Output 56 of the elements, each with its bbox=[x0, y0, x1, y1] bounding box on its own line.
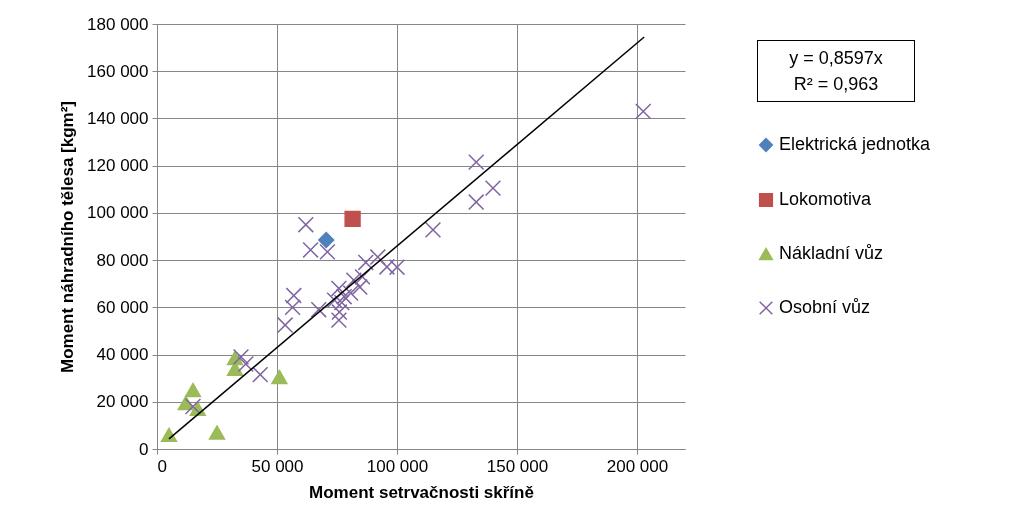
point bbox=[318, 231, 335, 249]
point bbox=[184, 398, 202, 415]
y-tick-label: 40 000 bbox=[96, 345, 149, 365]
legend-label: Lokomotiva bbox=[779, 189, 873, 209]
y-tick-label: 120 000 bbox=[87, 156, 149, 176]
legend-label: Osobní vůz bbox=[779, 297, 871, 317]
y-tick-label: 20 000 bbox=[96, 392, 149, 412]
x-tick-label: 200 000 bbox=[606, 456, 669, 476]
point bbox=[276, 316, 294, 334]
y-tick-label: 60 000 bbox=[96, 297, 149, 317]
point bbox=[208, 425, 226, 440]
point bbox=[237, 355, 254, 373]
point bbox=[484, 179, 502, 197]
point bbox=[354, 268, 371, 286]
point bbox=[388, 259, 406, 276]
legend-label: Nákladní vůz bbox=[779, 243, 884, 263]
text: R² = 0,963 bbox=[792, 73, 880, 96]
y-tick-label: 100 000 bbox=[87, 203, 149, 223]
point bbox=[344, 210, 361, 227]
point bbox=[331, 303, 348, 321]
point bbox=[310, 301, 327, 318]
point bbox=[378, 258, 396, 276]
point bbox=[326, 292, 343, 309]
point bbox=[635, 103, 652, 120]
y-tick-label: 180 000 bbox=[87, 14, 149, 34]
point bbox=[333, 294, 350, 311]
y-tick-label: 160 000 bbox=[87, 61, 149, 81]
y-axis-title: Moment náhradního tělesa [kgm²] bbox=[58, 100, 78, 374]
point bbox=[336, 288, 353, 305]
point bbox=[284, 299, 301, 316]
x-tick-label: 100 000 bbox=[366, 456, 429, 476]
text: y = 0,8597x bbox=[788, 47, 884, 70]
point bbox=[232, 348, 250, 366]
point bbox=[252, 366, 269, 383]
x-axis-title: Moment setrvačnosti skříně bbox=[309, 482, 534, 502]
point bbox=[330, 280, 348, 297]
point bbox=[297, 216, 314, 233]
y-tick-label: 0 bbox=[139, 439, 149, 459]
point bbox=[468, 153, 485, 171]
y-tick-label: 140 000 bbox=[87, 108, 149, 128]
point bbox=[342, 285, 359, 302]
x-tick-label: 0 bbox=[157, 456, 167, 476]
point bbox=[369, 248, 386, 266]
point bbox=[357, 254, 374, 271]
point bbox=[424, 221, 442, 239]
x-tick-label: 50 000 bbox=[251, 456, 304, 476]
x-tick-label: 150 000 bbox=[486, 456, 549, 476]
point bbox=[345, 272, 362, 289]
point bbox=[330, 311, 348, 329]
point bbox=[184, 382, 202, 398]
y-tick-label: 80 000 bbox=[96, 250, 149, 270]
point bbox=[468, 193, 485, 211]
point bbox=[351, 278, 368, 296]
legend-label: Elektrická jednotka bbox=[779, 134, 932, 154]
point bbox=[285, 287, 302, 304]
point bbox=[271, 369, 288, 385]
